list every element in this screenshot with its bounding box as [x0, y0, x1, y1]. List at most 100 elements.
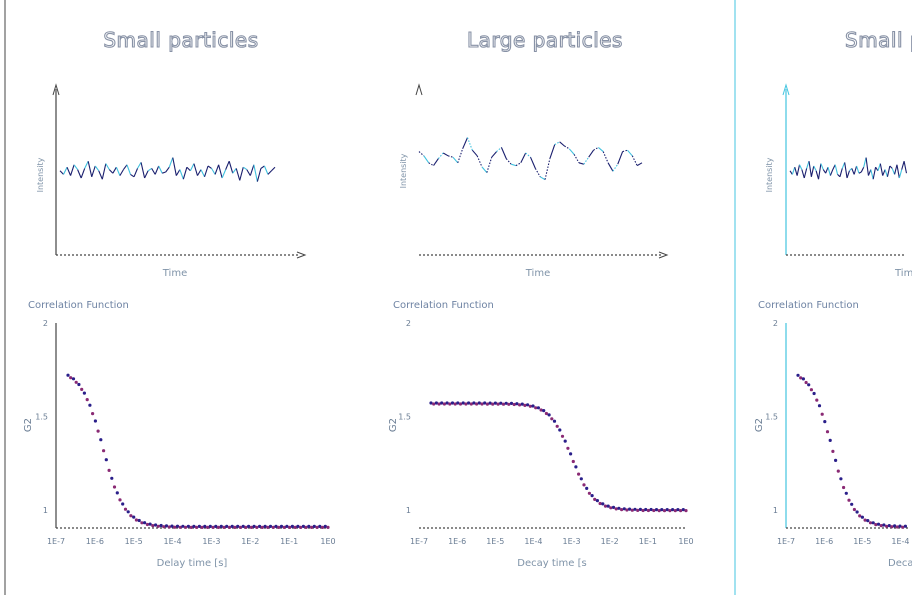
signal-segment: [799, 164, 803, 170]
x-tick-label: 1E-3: [202, 537, 220, 546]
correlation-data-point: [318, 524, 322, 529]
correlation-data-point: [307, 524, 311, 529]
correlation-data-point: [544, 411, 549, 416]
correlation-data-point: [839, 477, 843, 481]
correlation-data-point: [121, 502, 125, 506]
correlation-data-point: [796, 373, 800, 377]
signal-segment: [476, 155, 483, 168]
correlation-data-point: [638, 507, 643, 511]
correlation-data-point: [560, 434, 565, 438]
correlation-data-point: [69, 376, 73, 380]
correlation-data-point: [799, 376, 803, 380]
arrowhead-icon: [658, 251, 669, 259]
correlation-data-point: [282, 525, 286, 530]
correlation-data-point: [277, 525, 281, 530]
signal-segment: [539, 176, 546, 181]
correlation-data-point: [208, 524, 212, 529]
signal-segment: [253, 164, 258, 182]
correlation-data-point: [852, 507, 857, 512]
correlation-data-point: [550, 417, 554, 421]
signal-segment: [437, 152, 444, 159]
signal-segment: [260, 165, 265, 169]
panel-2-time-label: Time: [525, 268, 550, 279]
signal-segment: [105, 163, 110, 170]
signal-segment: [271, 166, 276, 172]
signal-segment: [101, 163, 107, 180]
correlation-data-point: [882, 523, 886, 527]
y-tick-label: 1: [43, 506, 48, 515]
correlation-data-point: [614, 507, 618, 511]
correlation-data-point: [646, 508, 651, 513]
correlation-data-point: [582, 483, 586, 487]
correlation-data-point: [80, 387, 84, 391]
correlation-data-point: [539, 408, 543, 412]
correlation-data-point: [641, 508, 645, 513]
signal-segment: [622, 149, 628, 153]
correlation-data-point: [132, 515, 136, 519]
signal-segment: [481, 166, 488, 173]
correlation-data-point: [102, 449, 106, 453]
correlation-data-point: [890, 525, 894, 529]
correlation-data-point: [681, 508, 685, 512]
correlation-data-point: [453, 402, 457, 406]
correlation-data-point: [499, 401, 503, 405]
signal-segment: [578, 162, 584, 165]
correlation-data-point: [676, 508, 680, 512]
y-tick-label: 2: [773, 319, 778, 328]
correlation-data-point: [274, 524, 278, 529]
correlation-data-point: [164, 524, 169, 528]
signal-segment: [239, 167, 244, 181]
correlation-data-point: [216, 525, 221, 530]
signal-segment: [520, 152, 527, 164]
signal-segment: [617, 151, 624, 165]
correlation-data-point: [263, 524, 267, 529]
correlation-data-point: [520, 402, 524, 406]
signal-segment: [200, 169, 206, 178]
correlation-data-point: [154, 523, 158, 527]
correlation-data-point: [186, 524, 190, 528]
correlation-data-point: [236, 524, 240, 529]
correlation-data-point: [493, 401, 497, 405]
correlation-data-point: [644, 507, 648, 512]
correlation-data-point: [820, 412, 824, 416]
correlation-data-point: [601, 502, 605, 506]
correlation-data-point: [518, 403, 522, 407]
signal-segment: [879, 163, 884, 176]
correlation-data-point: [467, 401, 471, 405]
signal-segment: [466, 137, 473, 151]
x-tick-label: 1E-4: [524, 537, 542, 546]
correlation-data-point: [531, 404, 535, 408]
x-tick-label: 1E-2: [241, 537, 259, 546]
correlation-data-point: [577, 472, 581, 476]
correlation-data-point: [831, 449, 835, 453]
panel-3-corr-title: Correlation Function: [758, 300, 859, 311]
panel-3-delay-label: Deca: [888, 558, 912, 569]
correlation-data-point: [88, 403, 92, 407]
signal-segment: [801, 169, 805, 179]
correlation-data-point: [858, 514, 862, 518]
signal-segment: [168, 157, 174, 168]
signal-segment: [471, 149, 478, 157]
signal-segment: [500, 147, 507, 159]
correlation-data-point: [834, 458, 838, 462]
correlation-data-point: [266, 525, 270, 530]
signal-segment: [803, 168, 808, 179]
signal-segment: [256, 168, 262, 182]
correlation-data-point: [507, 402, 511, 406]
correlation-data-point: [526, 403, 530, 407]
correlation-data-point: [587, 491, 592, 495]
y-tick-label: 1: [773, 506, 778, 515]
correlation-data-point: [241, 524, 245, 529]
correlation-data-point: [542, 409, 546, 413]
signal-segment: [877, 163, 881, 171]
panel-2-signal-plot: [415, 83, 669, 259]
correlation-data-point: [110, 476, 114, 480]
signal-segment: [218, 164, 223, 179]
correlation-data-point: [244, 525, 248, 530]
correlation-data-point: [91, 412, 95, 416]
correlation-data-point: [167, 525, 171, 529]
signal-segment: [827, 167, 831, 176]
signal-segment: [98, 170, 103, 180]
signal-segment: [63, 166, 68, 175]
signal-segment: [246, 169, 251, 176]
